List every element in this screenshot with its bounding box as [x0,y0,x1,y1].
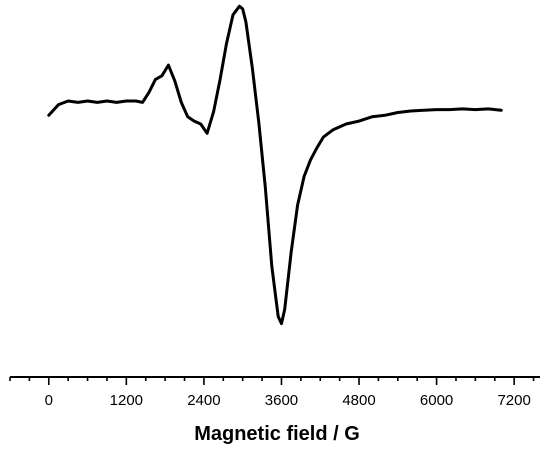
x-tick-label: 4800 [342,392,375,409]
x-tick-label: 0 [45,392,53,409]
x-tick-label: 1200 [110,392,143,409]
x-tick-label: 6000 [420,392,453,409]
plot-area [47,4,503,326]
x-tick-label: 3600 [265,392,298,409]
x-axis-title: Magnetic field / G [194,423,360,445]
series-line-1 [47,4,503,326]
x-tick-label: 2400 [187,392,220,409]
x-tick-label: 7200 [497,392,530,409]
x-axis: 0 1200 2400 3600 4800 6000 7200 [9,376,540,409]
